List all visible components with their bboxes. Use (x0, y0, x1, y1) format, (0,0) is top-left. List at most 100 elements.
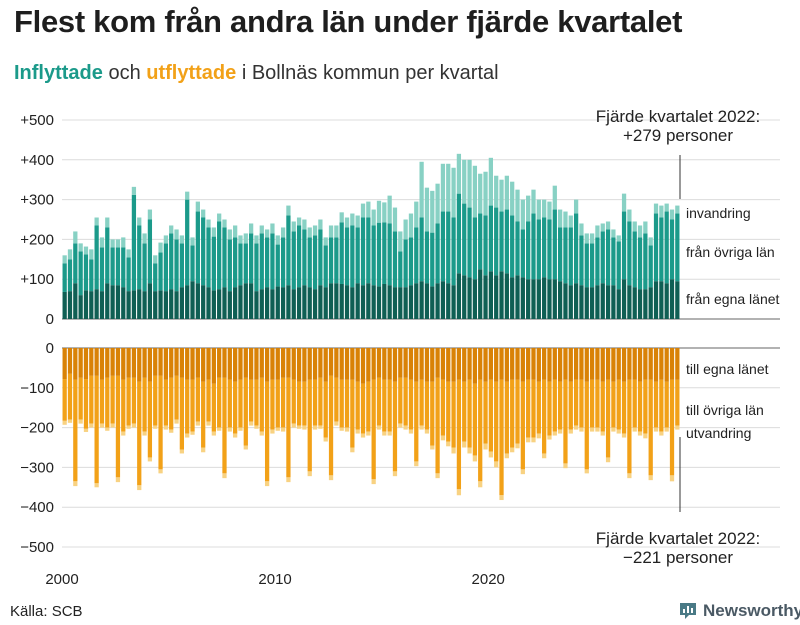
inflow-bar-segment (243, 233, 248, 244)
outflow-bar-segment (89, 375, 94, 424)
outflow-bar-segment (270, 348, 275, 380)
outflow-bar-segment (131, 348, 137, 378)
outflow-bar-segment (408, 379, 414, 430)
inflow-bar-segment (153, 255, 158, 264)
inflow-bar-segment (339, 283, 344, 319)
outflow-bar-segment (275, 427, 280, 431)
outflow-bar-segment (312, 425, 318, 430)
outflow-bar-segment (201, 447, 206, 453)
outflow-bar-segment (600, 348, 605, 382)
inflow-bar-segment (627, 285, 632, 319)
inflow-bar-segment (462, 275, 467, 319)
inflow-bar-segment (392, 287, 398, 319)
outflow-bar-segment (259, 431, 264, 436)
inflow-bar-segment (504, 175, 509, 210)
inflow-bar-segment (446, 211, 451, 284)
outflow-bar-segment (488, 451, 493, 458)
outflow-bar-segment (424, 429, 430, 434)
inflow-bar-segment (334, 225, 339, 238)
outflow-bar-segment (520, 469, 525, 475)
outflow-bar-segment (73, 348, 78, 380)
outflow-bar-segment (376, 348, 382, 378)
outflow-bar-segment (147, 457, 153, 462)
outflow-bar-segment (552, 379, 557, 432)
outflow-bar-segment (121, 431, 126, 436)
newsworthy-logo: Newsworthy (678, 599, 800, 623)
outflow-bar-segment (424, 348, 430, 382)
outflow-bar-segment (675, 379, 680, 426)
inflow-bar-segment (632, 287, 637, 319)
outflow-bar-segment (195, 377, 200, 422)
inflow-bar-segment (600, 223, 605, 232)
source-note: Källa: SCB (10, 603, 83, 620)
inflow-bar-segment (563, 283, 568, 319)
inflow-bar-segment (462, 203, 467, 276)
inflow-bar-segment (446, 163, 451, 212)
outflow-bar-segment (185, 348, 190, 380)
outflow-bar-segment (275, 348, 280, 380)
outflow-bar-segment (510, 379, 515, 448)
inflow-bar-segment (158, 290, 163, 319)
inflow-bar-segment (350, 287, 355, 319)
inflow-bar-segment (121, 287, 126, 319)
inflow-bar-segment (158, 252, 163, 291)
outflow-bar-segment (233, 433, 238, 438)
inflow-bar-segment (94, 217, 99, 226)
inflow-bar-segment (504, 209, 509, 274)
outflow-bar-segment (206, 379, 211, 422)
outflow-bar-segment (611, 348, 616, 382)
inflow-bar-segment (286, 205, 291, 216)
inflow-bar-segment (323, 237, 328, 246)
outflow-bar-segment (243, 377, 248, 446)
outflow-bar-segment (547, 381, 552, 436)
outflow-bar-segment (163, 379, 169, 426)
x-tick-label: 2000 (45, 571, 78, 588)
inflow-bar-segment (573, 199, 579, 214)
inflow-bar-segment (131, 290, 137, 319)
outflow-bar-segment (169, 348, 174, 378)
inflow-bar-segment (499, 179, 504, 212)
outflow-bar-segment (227, 348, 232, 380)
inflow-bar-segment (227, 229, 232, 240)
outflow-bar-segment (296, 381, 302, 426)
inflow-bar-segment (675, 281, 680, 319)
outflow-bar-segment (616, 348, 621, 380)
inflow-bar-segment (408, 285, 414, 319)
y-tick-label: +200 (20, 231, 54, 248)
outflow-bar-segment (291, 423, 296, 428)
outflow-bar-segment (206, 421, 211, 426)
outflow-bar-segment (605, 348, 611, 380)
outflow-bar-segment (563, 379, 568, 464)
inflow-bar-segment (376, 286, 382, 319)
outflow-bar-segment (94, 375, 99, 484)
outflow-bar-segment (595, 427, 600, 432)
inflow-bar-segment (302, 229, 307, 286)
inflow-bar-segment (190, 245, 195, 282)
inflow-bar-segment (323, 287, 328, 319)
outflow-bar-segment (632, 427, 637, 432)
outflow-bar-segment (542, 379, 547, 454)
outflow-bar-segment (270, 379, 275, 430)
outflow-bar-segment (259, 377, 264, 432)
inflow-bar-segment (217, 289, 222, 319)
outflow-bar-segment (531, 379, 536, 438)
outflow-bar-segment (664, 348, 669, 382)
inflow-bar-segment (621, 211, 627, 280)
inflow-bar-segment (334, 237, 339, 284)
inflow-bar-segment (121, 247, 126, 288)
inflow-bar-segment (163, 243, 169, 292)
outflow-bar-segment (238, 427, 243, 431)
outflow-bar-segment (222, 473, 227, 479)
inflow-bar-segment (424, 187, 430, 232)
outflow-bar-segment (296, 425, 302, 429)
outflow-bar-segment (515, 348, 520, 380)
outflow-bar-segment (312, 348, 318, 380)
outflow-bar-segment (190, 348, 195, 380)
outflow-bar-segment (153, 348, 158, 376)
outflow-bar-segment (312, 379, 318, 426)
inflow-bar-segment (510, 181, 515, 216)
outflow-bar-segment (222, 377, 227, 474)
inflow-bar-segment (115, 247, 121, 286)
inflow-bar-segment (360, 203, 366, 218)
outflow-bar-segment (627, 473, 632, 479)
